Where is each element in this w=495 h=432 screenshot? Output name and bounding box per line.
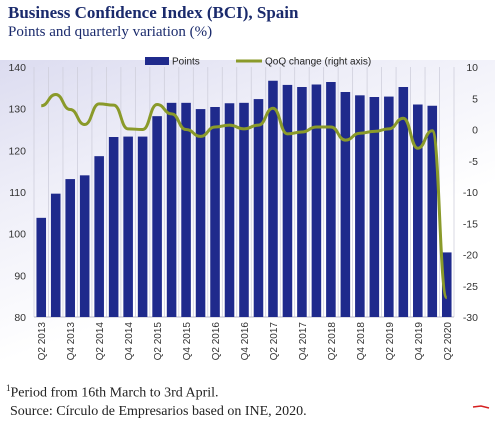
footnote: 1Period from 16th March to 3rd April. xyxy=(6,383,219,402)
y-right-tick-label: -20 xyxy=(463,250,478,262)
y-right-tick-label: -25 xyxy=(463,281,478,293)
x-tick-label: Q4 2016 xyxy=(240,322,251,361)
bar xyxy=(50,193,61,317)
x-tick-label: Q2 2019 xyxy=(385,322,396,361)
footnote-text: Period from 16th March to 3rd April. xyxy=(10,385,219,401)
x-tick-label: Q4 2013 xyxy=(66,322,77,361)
bar xyxy=(427,105,438,317)
bar xyxy=(79,175,90,317)
bar xyxy=(195,109,206,317)
x-tick-label: Q4 2014 xyxy=(124,322,135,361)
legend-label-points: Points xyxy=(172,57,200,68)
x-tick-label: Q2 2015 xyxy=(153,322,164,361)
bar xyxy=(326,82,336,317)
y-right-tick-label: 0 xyxy=(472,125,478,137)
bar xyxy=(384,96,394,317)
bar xyxy=(282,84,293,318)
y-left-tick-label: 90 xyxy=(14,270,26,282)
bar xyxy=(355,95,365,317)
y-right-tick-label: -5 xyxy=(469,156,478,168)
chart-subtitle: Points and quarterly variation (%) xyxy=(8,24,213,40)
bar xyxy=(441,252,452,317)
y-left-tick-label: 140 xyxy=(8,62,26,74)
legend-label-qoq: QoQ change (right axis) xyxy=(265,57,371,68)
source-note: Source: Círculo de Empresarios based on … xyxy=(10,404,307,419)
bar xyxy=(166,102,177,317)
legend-swatch-points xyxy=(145,57,169,65)
x-tick-label: Q2 2020 xyxy=(443,322,454,361)
bar xyxy=(36,217,47,317)
bar xyxy=(239,102,249,317)
bar xyxy=(210,107,220,317)
x-tick-label: Q4 2018 xyxy=(356,322,367,361)
chart-title: Business Confidence Index (BCI), Spain xyxy=(8,3,299,22)
x-tick-label: Q2 2018 xyxy=(327,322,338,361)
y-left-tick-label: 130 xyxy=(8,104,26,116)
bar xyxy=(181,102,191,317)
bar xyxy=(152,116,162,318)
bar xyxy=(268,80,278,317)
footnote-marker: 1 xyxy=(6,383,11,393)
bar xyxy=(369,97,380,317)
x-tick-label: Q4 2019 xyxy=(414,322,425,361)
bar xyxy=(413,104,423,317)
corner-mark xyxy=(472,405,490,409)
bar xyxy=(311,84,322,317)
x-tick-label: Q2 2013 xyxy=(37,322,48,361)
y-right-tick-label: 5 xyxy=(472,93,478,105)
x-tick-label: Q4 2017 xyxy=(298,322,309,361)
y-left-tick-label: 100 xyxy=(8,229,26,241)
x-tick-label: Q2 2017 xyxy=(269,322,280,361)
bar xyxy=(398,87,409,317)
corner-mark-line xyxy=(472,405,490,409)
bar xyxy=(108,137,119,317)
y-right-tick-label: 10 xyxy=(466,62,478,74)
bar xyxy=(65,179,75,317)
y-right-tick-label: -15 xyxy=(463,218,478,230)
x-tick-label: Q2 2014 xyxy=(95,322,106,361)
bar xyxy=(123,136,133,317)
bar xyxy=(94,156,104,317)
bar xyxy=(224,103,235,317)
x-tick-label: Q2 2016 xyxy=(211,322,222,361)
y-right-tick-label: -10 xyxy=(463,187,478,199)
bar xyxy=(253,99,264,317)
qoq-change-line xyxy=(40,93,449,300)
x-tick-label: Q4 2015 xyxy=(182,322,193,361)
y-right-tick-label: -30 xyxy=(463,312,478,324)
bar xyxy=(340,92,351,317)
bar xyxy=(137,136,148,317)
y-left-tick-label: 120 xyxy=(8,145,26,157)
bar xyxy=(297,87,307,317)
y-left-tick-label: 110 xyxy=(9,187,26,199)
y-left-tick-label: 80 xyxy=(14,312,26,324)
